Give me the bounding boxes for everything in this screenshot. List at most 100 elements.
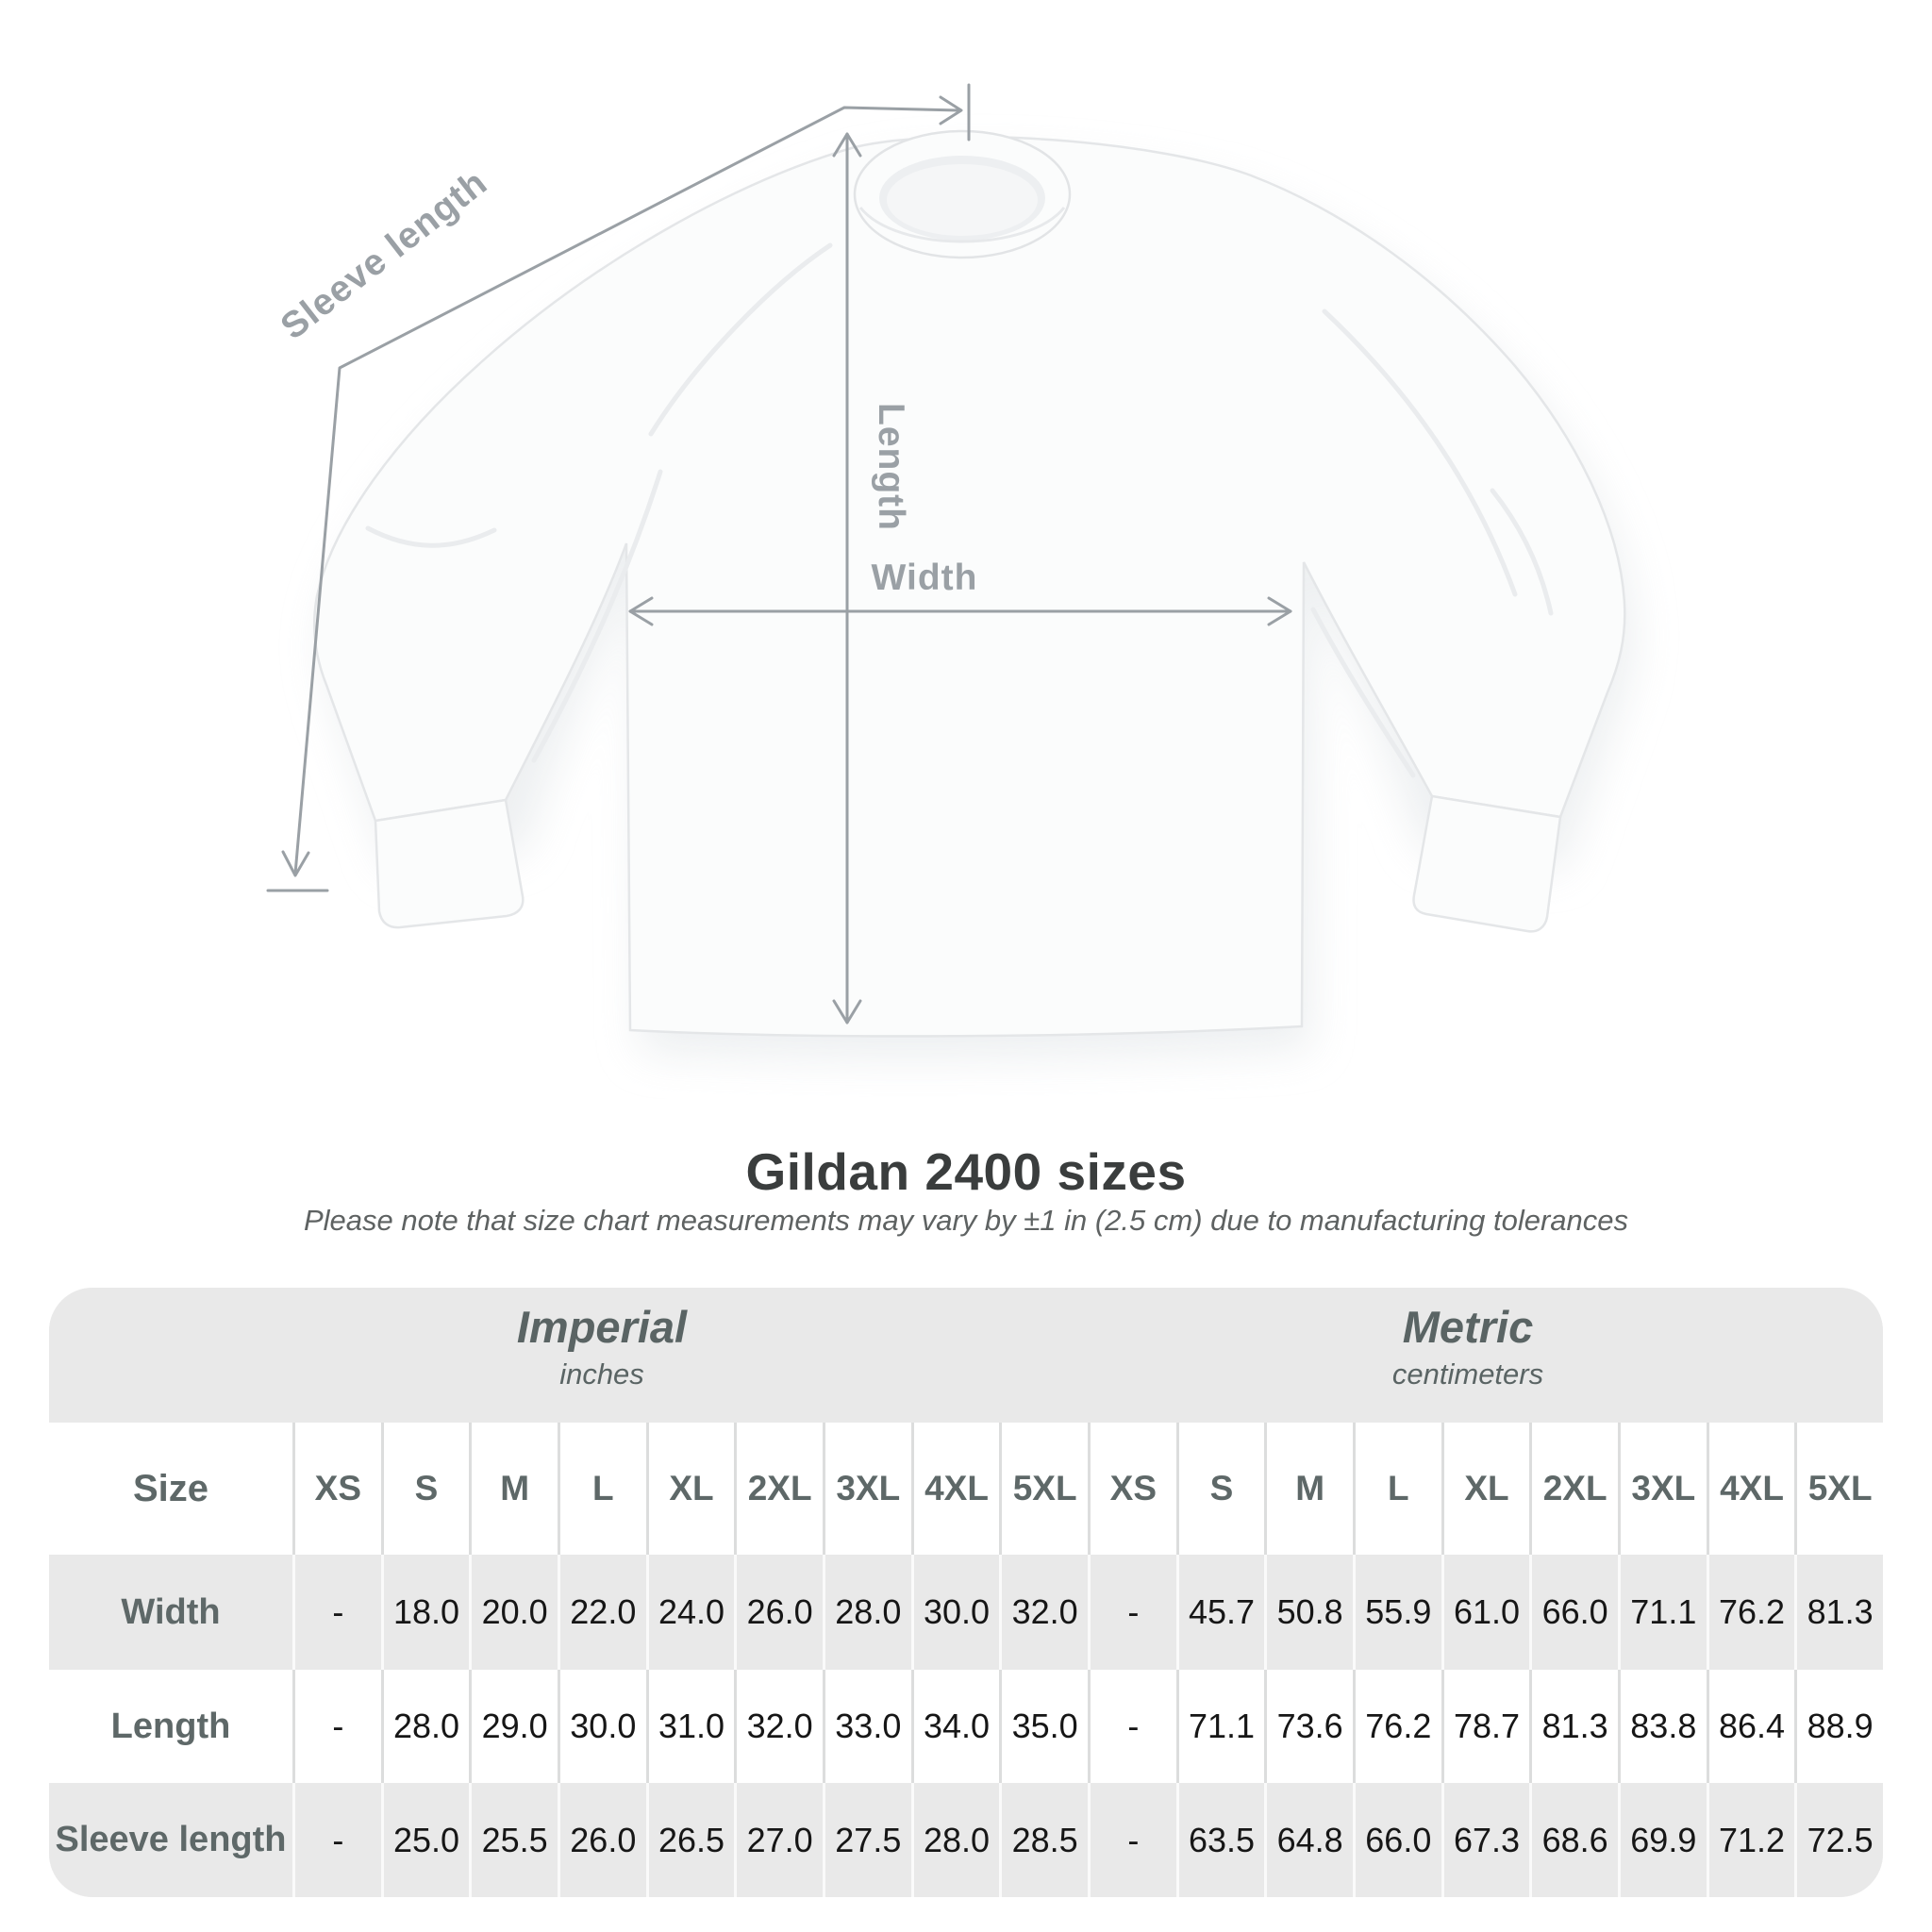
- table-cell: -: [1090, 1783, 1176, 1897]
- table-cell: 30.0: [559, 1670, 646, 1783]
- right-cuff: [1412, 794, 1562, 933]
- table-cell: 45.7: [1178, 1555, 1265, 1670]
- table-cell: 30.0: [913, 1555, 1000, 1670]
- table-cell: 66.0: [1355, 1783, 1441, 1897]
- size-header-cell: 2XL: [737, 1423, 823, 1555]
- table-cell: 67.3: [1443, 1783, 1530, 1897]
- table-cell: -: [1090, 1670, 1176, 1783]
- table-cell: 50.8: [1267, 1555, 1353, 1670]
- table-cell: 76.2: [1355, 1670, 1441, 1783]
- table-cell: 81.3: [1532, 1670, 1618, 1783]
- table-cell: 68.6: [1532, 1783, 1618, 1897]
- size-header-cell: 3XL: [1620, 1423, 1707, 1555]
- table-cell: 34.0: [913, 1670, 1000, 1783]
- table-cell: 73.6: [1267, 1670, 1353, 1783]
- table-cell: 69.9: [1620, 1783, 1707, 1897]
- table-cell: 32.0: [1002, 1555, 1088, 1670]
- length-line: [832, 132, 862, 1024]
- width-label: Width: [872, 558, 978, 598]
- size-header-cell: 5XL: [1002, 1423, 1088, 1555]
- table-cell: -: [295, 1783, 381, 1897]
- row-label-sleeve-length: Sleeve length: [49, 1783, 292, 1897]
- table-cell: 25.0: [383, 1783, 470, 1897]
- size-header-cell: L: [559, 1423, 646, 1555]
- length-label: Length: [871, 403, 911, 531]
- imperial-group-header: Imperial inches: [517, 1303, 687, 1393]
- size-header-cell: S: [1178, 1423, 1265, 1555]
- table-cell: 71.2: [1708, 1783, 1795, 1897]
- table-cell: 18.0: [383, 1555, 470, 1670]
- table-header-row: Size XS S M L XL 2XL 3XL 4XL 5XL XS S M …: [49, 1423, 1883, 1555]
- size-header-cell: 2XL: [1532, 1423, 1618, 1555]
- table-cell: 26.0: [559, 1783, 646, 1897]
- sleeve-length-label: Sleeve length: [274, 162, 495, 348]
- shirt-diagram: Sleeve length Length Width: [266, 83, 1635, 1059]
- row-label-length: Length: [49, 1670, 292, 1783]
- size-header-cell: M: [472, 1423, 558, 1555]
- table-cell: 63.5: [1178, 1783, 1265, 1897]
- row-label-width: Width: [49, 1555, 292, 1670]
- table-cell: 29.0: [472, 1670, 558, 1783]
- table-cell: 20.0: [472, 1555, 558, 1670]
- size-header-cell: XL: [648, 1423, 735, 1555]
- table-cell: -: [295, 1670, 381, 1783]
- table-cell: 24.0: [648, 1555, 735, 1670]
- size-header-cell: XS: [1090, 1423, 1176, 1555]
- table-row-length: Length - 28.0 29.0 30.0 31.0 32.0 33.0 3…: [49, 1670, 1883, 1783]
- table-cell: 81.3: [1797, 1555, 1883, 1670]
- table-cell: 31.0: [648, 1670, 735, 1783]
- page-title: Gildan 2400 sizes: [745, 1142, 1187, 1201]
- table-cell: 88.9: [1797, 1670, 1883, 1783]
- metric-label: Metric: [1402, 1302, 1534, 1352]
- size-header-cell: 5XL: [1797, 1423, 1883, 1555]
- metric-unit-label: centimeters: [1391, 1357, 1544, 1391]
- imperial-unit-label: inches: [559, 1357, 644, 1391]
- table-cell: 64.8: [1267, 1783, 1353, 1897]
- table-cell: 32.0: [737, 1670, 823, 1783]
- table-row-width: Width - 18.0 20.0 22.0 24.0 26.0 28.0 30…: [49, 1555, 1883, 1670]
- left-cuff: [374, 798, 525, 929]
- page-subtitle: Please note that size chart measurements…: [303, 1204, 1629, 1237]
- table-cell: 28.0: [913, 1783, 1000, 1897]
- width-line: [628, 596, 1292, 626]
- table-cell: 61.0: [1443, 1555, 1530, 1670]
- table-cell: 78.7: [1443, 1670, 1530, 1783]
- table-cell: 26.0: [737, 1555, 823, 1670]
- size-column-header: Size: [49, 1423, 292, 1555]
- table-cell: 55.9: [1355, 1555, 1441, 1670]
- table-cell: 25.5: [472, 1783, 558, 1897]
- table-cell: -: [1090, 1555, 1176, 1670]
- table-cell: 28.0: [383, 1670, 470, 1783]
- table-cell: 22.0: [559, 1555, 646, 1670]
- table-cell: 26.5: [648, 1783, 735, 1897]
- unit-group-band: Imperial inches Metric centimeters: [49, 1288, 1883, 1423]
- size-header-cell: 4XL: [1708, 1423, 1795, 1555]
- sleeve-length-line: [266, 83, 971, 892]
- table-cell: 76.2: [1708, 1555, 1795, 1670]
- imperial-label: Imperial: [516, 1302, 688, 1352]
- table-cell: 27.5: [824, 1783, 911, 1897]
- table-cell: -: [295, 1555, 381, 1670]
- metric-group-header: Metric centimeters: [1392, 1303, 1543, 1393]
- table-row-sleeve-length: Sleeve length - 25.0 25.5 26.0 26.5 27.0…: [49, 1783, 1883, 1897]
- size-header-cell: 4XL: [913, 1423, 1000, 1555]
- table-cell: 28.5: [1002, 1783, 1088, 1897]
- size-header-cell: S: [383, 1423, 470, 1555]
- size-table: Imperial inches Metric centimeters Size …: [49, 1288, 1883, 1897]
- table-cell: 35.0: [1002, 1670, 1088, 1783]
- table-cell: 86.4: [1708, 1670, 1795, 1783]
- table-cell: 28.0: [824, 1555, 911, 1670]
- table-cell: 33.0: [824, 1670, 911, 1783]
- table-cell: 71.1: [1178, 1670, 1265, 1783]
- table-cell: 27.0: [737, 1783, 823, 1897]
- table-cell: 66.0: [1532, 1555, 1618, 1670]
- table-cell: 72.5: [1797, 1783, 1883, 1897]
- size-header-cell: L: [1355, 1423, 1441, 1555]
- table-cell: 71.1: [1620, 1555, 1707, 1670]
- size-header-cell: M: [1267, 1423, 1353, 1555]
- size-header-cell: XL: [1443, 1423, 1530, 1555]
- size-header-cell: 3XL: [824, 1423, 911, 1555]
- shirt-body: [312, 129, 1626, 1038]
- size-header-cell: XS: [295, 1423, 381, 1555]
